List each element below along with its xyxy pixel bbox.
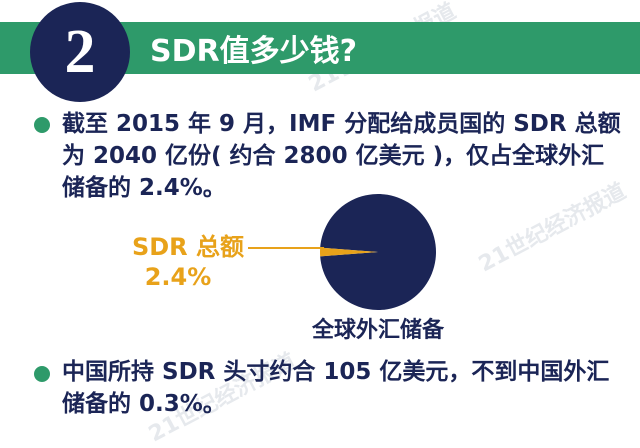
- section-number: 2: [64, 18, 96, 86]
- section-title: SDR值多少钱?: [150, 34, 358, 69]
- section-number-badge: 2: [30, 2, 130, 102]
- paragraph-china-sdr: 中国所持 SDR 头寸约合 105 亿美元，不到中国外汇储备的 0.3%。: [62, 359, 610, 417]
- pie-chart: [320, 194, 436, 310]
- bullet-icon: [34, 366, 50, 382]
- pie-slice-sdr: [320, 247, 378, 257]
- pie-caption: 全球外汇储备: [311, 318, 444, 343]
- pie-label-percent: 2.4%: [144, 263, 212, 291]
- paragraph-sdr-total: 截至 2015 年 9 月，IMF 分配给成员国的 SDR 总额为 2040 亿…: [62, 111, 621, 201]
- leader-line: [248, 247, 324, 249]
- bullet-icon: [34, 117, 50, 133]
- pie-label-sdr: SDR 总额: [131, 233, 245, 261]
- pie-slice-global-reserves: [320, 194, 436, 310]
